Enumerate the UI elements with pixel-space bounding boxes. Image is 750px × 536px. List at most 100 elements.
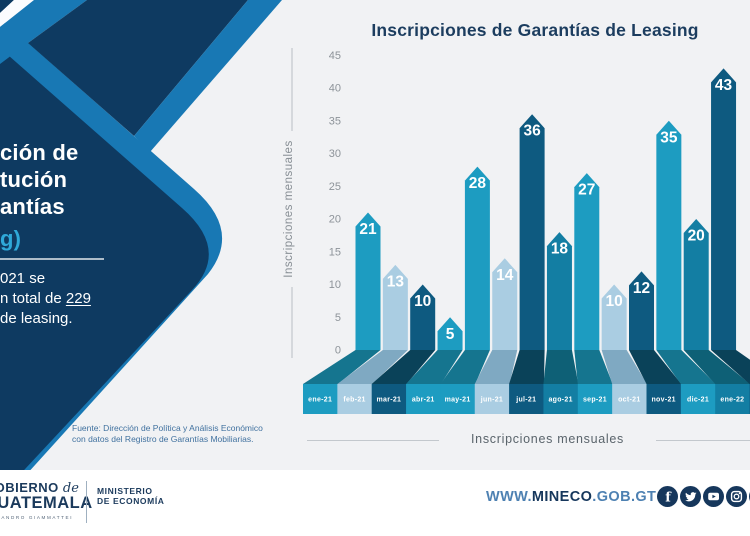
- band-abr-21: [406, 384, 441, 414]
- band-label-ene-22: ene-22: [720, 397, 744, 404]
- gobierno-wordmark-line2: GUATEMALA: [0, 494, 93, 512]
- gobierno-wordmark-line1: GOBIERNO de: [0, 480, 79, 496]
- social-icons: f @: [657, 486, 750, 507]
- heading-line: tución: [0, 167, 68, 192]
- y-tick-10: 10: [329, 279, 341, 291]
- bar-abr-21: 5: [437, 317, 463, 350]
- footer-bar: GOBIERNO de GUATEMALA ALEJANDRO GIAMMATT…: [0, 470, 750, 536]
- band-label-jun-21: jun-21: [480, 397, 503, 404]
- band-label-nov-21: nov-21: [651, 397, 675, 404]
- platform-ene-21: [303, 350, 381, 384]
- band-label-dic-21: dic-21: [687, 397, 709, 404]
- band-mar-21: [371, 384, 407, 414]
- bar-mar-21: 10: [410, 284, 436, 350]
- bar-value-dic-21: 35: [660, 129, 678, 146]
- band-ene-21: [303, 384, 338, 414]
- gobierno-logo: GOBIERNO de GUATEMALA ALEJANDRO GIAMMATT…: [0, 480, 93, 520]
- gobierno-subtitle: ALEJANDRO GIAMMATTEI: [0, 515, 74, 520]
- platform-nov-21: [629, 350, 682, 384]
- blue-stripe: [0, 0, 87, 64]
- bar-dic-21: 35: [656, 120, 682, 350]
- band-label-oct-21: oct-21: [618, 397, 640, 404]
- bar-value-sep-21: 27: [578, 182, 595, 199]
- band-feb-21: [337, 384, 373, 414]
- panel-body: 021 se n total de 229 de leasing.: [0, 269, 91, 329]
- platform-oct-21: [601, 350, 647, 384]
- body-line: 021 se: [0, 270, 46, 287]
- body-line: de leasing.: [0, 310, 73, 327]
- facebook-icon[interactable]: f: [657, 486, 678, 507]
- band-ago-21: [543, 384, 579, 414]
- band-label-may-21: may-21: [445, 397, 471, 404]
- band-label-ene-21: ene-21: [308, 397, 332, 404]
- y-tick-30: 30: [329, 148, 341, 160]
- band-label-jul-21: jul-21: [515, 397, 536, 404]
- bar-jul-21: 36: [519, 114, 545, 350]
- bar-value-mar-21: 10: [414, 293, 431, 310]
- platform-dic-21: [656, 350, 716, 384]
- bar-value-nov-21: 12: [633, 280, 650, 297]
- bar-value-may-21: 28: [469, 175, 487, 192]
- body-line: n total de 229: [0, 290, 91, 307]
- bar-value-feb-21: 13: [387, 273, 405, 290]
- month-bands: ene-21 feb-21 mar-21 abr-21 may-21 jun-21 jul-…: [303, 384, 750, 414]
- bar-value-jun-21: 14: [496, 267, 514, 284]
- svg-text:f: f: [665, 491, 672, 506]
- platform-sep-21: [574, 350, 613, 384]
- instagram-icon[interactable]: [726, 486, 747, 507]
- platform-3d: [303, 350, 750, 384]
- bar-ene-21: 21: [355, 212, 381, 350]
- bar-feb-21: 13: [382, 264, 408, 350]
- heading-accent-line: g): [0, 226, 22, 251]
- platform-ago-21: [543, 350, 579, 384]
- band-label-sep-21: sep-21: [583, 397, 607, 404]
- bar-value-abr-21: 5: [446, 326, 455, 343]
- panel-heading: ción de tución antías g): [0, 139, 78, 252]
- navy-stripe: [28, 0, 248, 136]
- platform-jul-21: [509, 350, 545, 384]
- platform-bar-14: [711, 350, 750, 384]
- heading-line: ción de: [0, 140, 79, 165]
- bar-value-jul-21: 36: [523, 123, 541, 140]
- caption-rule-right: [656, 440, 750, 441]
- chart-title: Inscripciones de Garantías de Leasing: [371, 20, 699, 40]
- x-axis-caption: Inscripciones mensuales: [471, 432, 624, 446]
- source-note: Fuente: Dirección de Política y Análisis…: [72, 423, 263, 445]
- y-tick-5: 5: [335, 312, 341, 324]
- bar-oct-21: 10: [601, 284, 627, 350]
- y-tick-25: 25: [329, 181, 341, 193]
- caption-rule-left: [307, 440, 439, 441]
- bar-may-21: 28: [464, 166, 490, 350]
- band-nov-21: [646, 384, 682, 414]
- mineco-url[interactable]: WWW.MINECO.GOB.GT: [486, 489, 657, 505]
- footer-divider: [86, 481, 87, 523]
- bar-value-ene-21: 21: [359, 221, 377, 238]
- source-note-line1: Fuente: Dirección de Política y Análisis…: [72, 423, 263, 433]
- y-tick-35: 35: [329, 115, 341, 127]
- band-may-21: [440, 384, 476, 414]
- platform-mar-21: [371, 350, 436, 384]
- blue-stripe-2: [134, 0, 282, 152]
- y-tick-45: 45: [329, 50, 341, 62]
- band-sep-21: [577, 384, 613, 414]
- bar-sep-21: 27: [574, 173, 600, 350]
- band-label-mar-21: mar-21: [376, 397, 401, 404]
- total-229: 229: [65, 290, 91, 307]
- bar-nov-21: 12: [629, 271, 654, 350]
- bars: 21 13 10 5 28 14 36 18 27 10 12 35 20 43: [355, 68, 737, 350]
- y-tick-15: 15: [329, 246, 341, 258]
- band-jul-21: [509, 384, 544, 414]
- youtube-icon[interactable]: [703, 486, 724, 507]
- band-oct-21: [612, 384, 647, 414]
- bar-value-ene-22: 20: [688, 228, 705, 245]
- bar-value-ago-21: 18: [551, 241, 569, 258]
- y-tick-0: 0: [335, 345, 341, 357]
- platform-ene-22: [683, 350, 750, 384]
- navy-card: [0, 48, 209, 498]
- source-note-line2: con datos del Registro de Garantías Mobi…: [72, 434, 254, 444]
- heading-line: antías: [0, 194, 65, 219]
- bar-value-bar-14: 43: [715, 77, 733, 94]
- twitter-icon[interactable]: [680, 486, 701, 507]
